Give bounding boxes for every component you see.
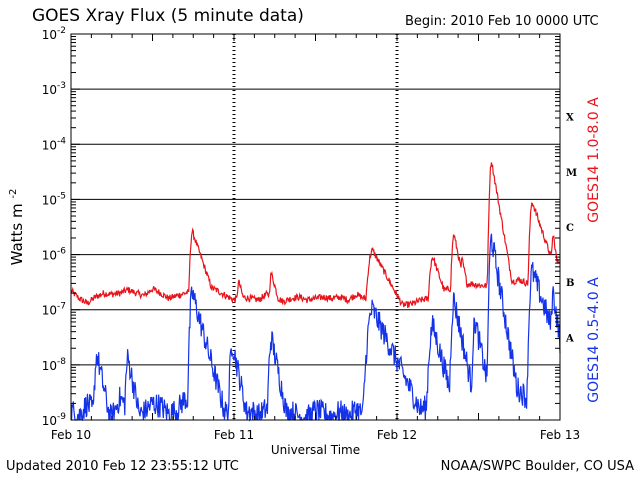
- chart-title: GOES Xray Flux (5 minute data): [32, 6, 304, 26]
- data-credit: NOAA/SWPC Boulder, CO USA: [440, 459, 634, 474]
- y-axis-label: Watts m -2: [8, 189, 26, 266]
- flare-class-label: C: [566, 223, 574, 234]
- x-axis-label: Universal Time: [271, 443, 360, 457]
- legend-short-channel: GOES14 0.5-4.0 A: [586, 277, 602, 403]
- plot-frame: [70, 33, 561, 421]
- y-tick-label: 10-9: [42, 412, 67, 428]
- series-layer: [70, 162, 561, 422]
- x-tick-label: Feb 13: [540, 428, 580, 442]
- series-line-1: [70, 233, 561, 422]
- flare-class-label: M: [566, 168, 577, 179]
- flare-class-label: B: [566, 278, 574, 289]
- x-tick-label: Feb 10: [51, 428, 91, 442]
- x-tick-label: Feb 12: [377, 428, 417, 442]
- y-tick-label: 10-4: [42, 136, 67, 152]
- y-tick-label: 10-5: [42, 191, 66, 207]
- updated-timestamp: Updated 2010 Feb 12 23:55:12 UTC: [6, 459, 239, 474]
- begin-time-label: Begin: 2010 Feb 10 0000 UTC: [405, 14, 599, 29]
- x-tick-label: Feb 11: [214, 428, 254, 442]
- y-tick-label: 10-7: [42, 302, 66, 318]
- y-tick-label: 10-2: [42, 26, 66, 42]
- flare-class-label: A: [565, 333, 574, 344]
- series-line-0: [70, 162, 561, 309]
- y-tick-label: 10-3: [42, 81, 66, 97]
- legend-long-channel: GOES14 1.0-8.0 A: [586, 97, 602, 223]
- axis-layer: 10-9 10-8 10-7 10-6 10-5 10-4 10-3 10-2 Feb 10 Fe…: [42, 26, 580, 442]
- y-tick-label: 10-6: [42, 247, 67, 263]
- grid-layer: [71, 34, 560, 420]
- y-tick-label: 10-8: [42, 357, 67, 373]
- flare-class-label: X: [566, 113, 574, 124]
